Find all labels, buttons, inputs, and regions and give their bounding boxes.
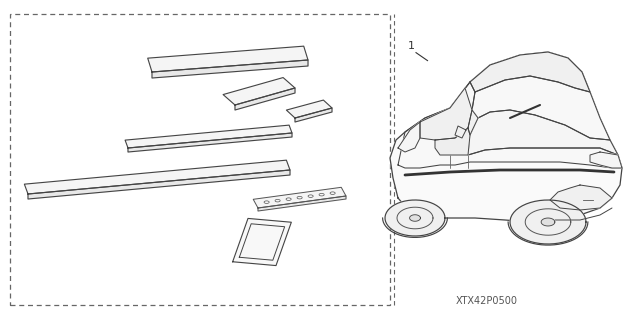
Polygon shape xyxy=(541,218,555,226)
Polygon shape xyxy=(125,125,292,148)
Polygon shape xyxy=(235,88,295,110)
Polygon shape xyxy=(28,170,290,199)
Polygon shape xyxy=(233,219,291,266)
Polygon shape xyxy=(468,110,478,135)
Polygon shape xyxy=(286,100,332,118)
Polygon shape xyxy=(550,185,612,210)
Polygon shape xyxy=(24,160,290,194)
Polygon shape xyxy=(398,82,622,168)
Polygon shape xyxy=(462,110,618,155)
Polygon shape xyxy=(472,76,610,140)
Polygon shape xyxy=(385,200,445,236)
Polygon shape xyxy=(148,46,308,72)
Polygon shape xyxy=(420,88,472,140)
Polygon shape xyxy=(223,78,295,105)
Polygon shape xyxy=(152,60,308,78)
Polygon shape xyxy=(435,128,470,155)
Polygon shape xyxy=(398,122,420,152)
Polygon shape xyxy=(510,200,586,244)
Polygon shape xyxy=(253,187,346,208)
Polygon shape xyxy=(258,196,346,211)
Polygon shape xyxy=(390,52,622,222)
Polygon shape xyxy=(295,108,332,122)
Polygon shape xyxy=(128,133,292,152)
Polygon shape xyxy=(590,152,622,168)
Polygon shape xyxy=(410,215,420,221)
Polygon shape xyxy=(455,126,466,138)
Polygon shape xyxy=(470,52,590,92)
Text: 1: 1 xyxy=(408,41,415,51)
Text: XTX42P0500: XTX42P0500 xyxy=(456,296,517,306)
